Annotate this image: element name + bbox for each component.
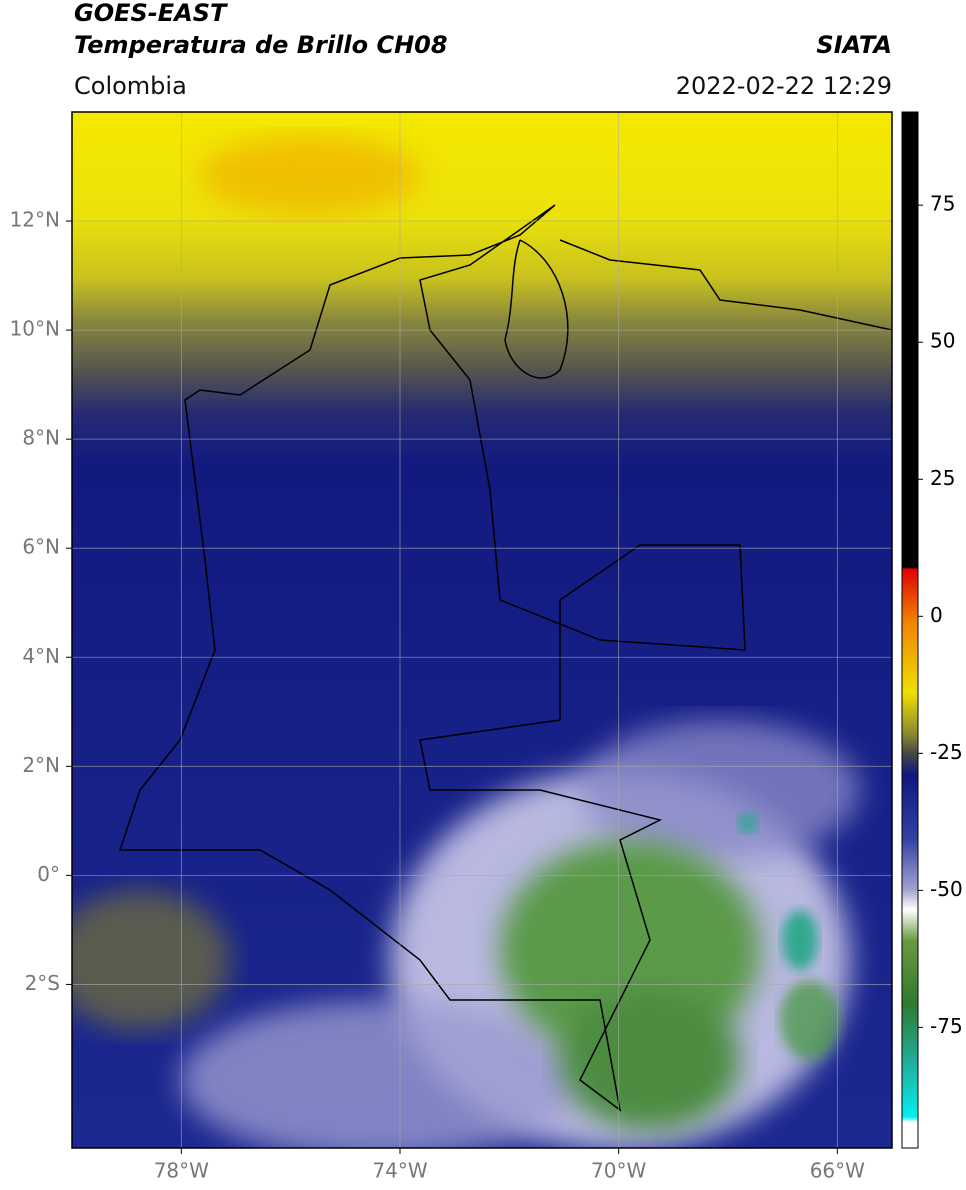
source: SIATA: [816, 31, 892, 59]
colorbar-tick-label: -50: [930, 877, 963, 901]
colorbar-tick-label: 75: [930, 192, 955, 216]
colorbar-tick-label: -75: [930, 1014, 963, 1038]
y-tick-label: 4°N: [22, 644, 60, 668]
colorbar-tick-label: 25: [930, 466, 955, 490]
colorbar-tick-label: 50: [930, 329, 955, 353]
region: Colombia: [74, 72, 187, 100]
datetime: 2022-02-22 12:29: [676, 72, 892, 100]
x-tick-label: 70°W: [591, 1159, 646, 1183]
x-tick-label: 66°W: [810, 1159, 865, 1183]
map-frame: [71, 111, 893, 1149]
colorbar-tick-label: 0: [930, 603, 943, 627]
title: GOES-EAST: [74, 0, 228, 27]
y-tick-label: 2°N: [22, 753, 60, 777]
grid: [72, 112, 892, 1148]
y-tick-label: 10°N: [10, 317, 60, 341]
x-tick-label: 74°W: [372, 1159, 427, 1183]
colorbar-tick-label: -25: [930, 740, 963, 764]
y-tick-label: 0°: [37, 862, 60, 886]
y-tick-label: 8°N: [22, 426, 60, 450]
subtitle: Temperatura de Brillo CH08: [74, 31, 448, 59]
colorbar: [901, 111, 919, 1149]
y-tick-label: 6°N: [22, 535, 60, 559]
y-tick-label: 12°N: [10, 208, 60, 232]
satellite-image: [72, 112, 892, 1148]
x-tick-label: 78°W: [154, 1159, 209, 1183]
y-tick-label: 2°S: [25, 971, 60, 995]
